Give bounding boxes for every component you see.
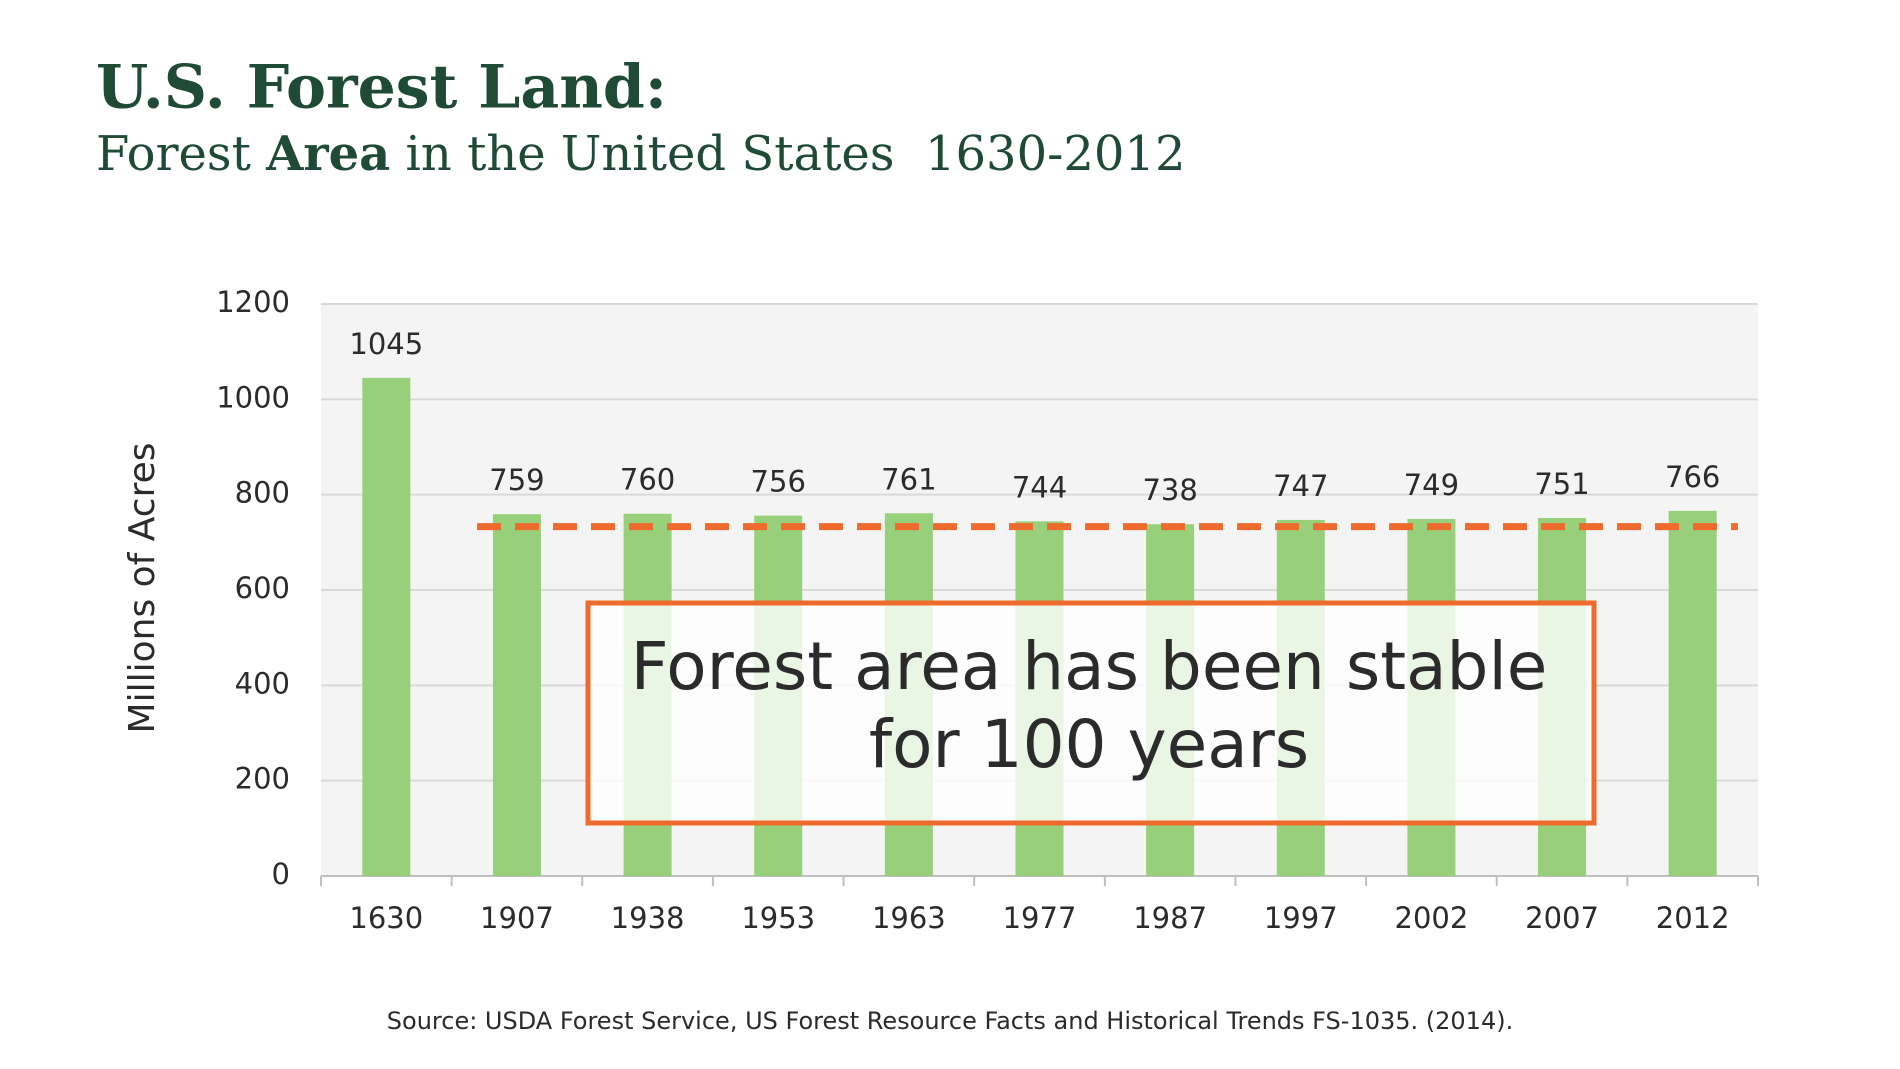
value-label: 751 — [1534, 467, 1589, 501]
y-tick-label: 600 — [235, 571, 290, 605]
value-label: 761 — [881, 462, 936, 496]
value-label: 1045 — [349, 327, 423, 361]
y-tick-label: 1000 — [216, 380, 290, 414]
x-tick-label: 1938 — [611, 901, 685, 935]
x-tick-label: 1987 — [1133, 901, 1207, 935]
annotation-text: Forest area has been stable — [631, 628, 1548, 705]
x-tick-label: 2012 — [1656, 901, 1730, 935]
source: Source: USDA Forest Service, US Forest R… — [387, 1007, 1513, 1035]
y-tick-label: 1200 — [216, 285, 290, 319]
y-tick-label: 200 — [235, 762, 290, 796]
bar — [1668, 510, 1717, 876]
x-tick-label: 2002 — [1395, 901, 1469, 935]
x-tick-label: 1907 — [480, 901, 554, 935]
value-label: 747 — [1273, 469, 1328, 503]
x-tick-label: 1977 — [1003, 901, 1077, 935]
value-label: 759 — [489, 463, 544, 497]
value-label: 756 — [751, 465, 806, 499]
bar — [362, 377, 411, 876]
x-tick-label: 1997 — [1264, 901, 1338, 935]
annotation-box — [585, 600, 1597, 826]
y-tick-label: 800 — [235, 476, 290, 510]
y-axis-title: Millions of Acres — [122, 443, 163, 734]
y-tick-label: 400 — [235, 666, 290, 700]
subtitle-part: Area — [265, 126, 390, 182]
x-tick-label: 1953 — [741, 901, 815, 935]
value-label: 749 — [1404, 468, 1459, 502]
value-label: 744 — [1012, 470, 1067, 504]
chart-subtitle: Forest Area in the United States 1630-20… — [96, 126, 1186, 182]
x-tick-label: 1630 — [349, 901, 423, 935]
subtitle-part: Forest — [96, 126, 266, 182]
value-label: 766 — [1665, 460, 1720, 494]
y-tick-label: 0 — [272, 857, 290, 891]
subtitle-part: in the United States 1630-2012 — [390, 126, 1185, 182]
x-tick-label: 2007 — [1525, 901, 1599, 935]
annotation-text: for 100 years — [869, 706, 1309, 783]
bar — [492, 514, 541, 876]
x-tick-label: 1963 — [872, 901, 946, 935]
value-label: 760 — [620, 463, 675, 497]
value-label: 738 — [1142, 473, 1197, 507]
chart-title: U.S. Forest Land: — [96, 53, 667, 123]
